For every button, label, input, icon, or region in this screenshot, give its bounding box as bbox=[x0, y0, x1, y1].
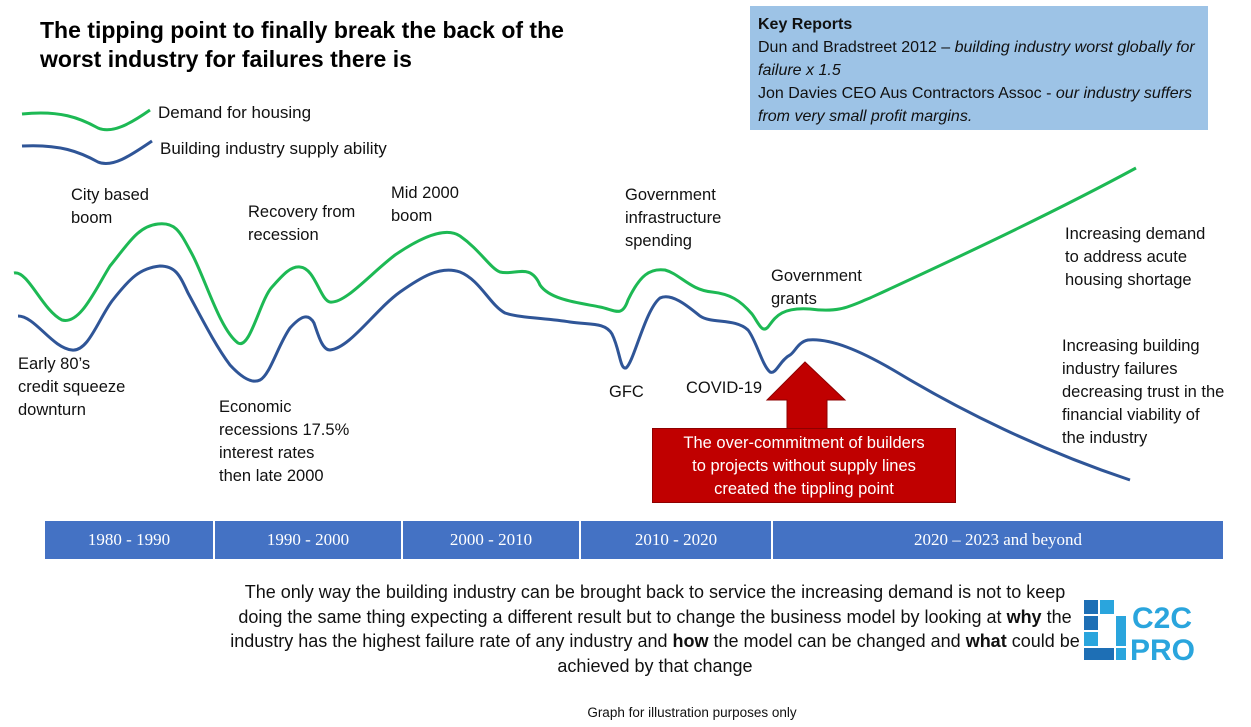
label-line: infrastructure bbox=[625, 209, 722, 227]
label-mid-2000-boom: Mid 2000 boom bbox=[391, 182, 459, 228]
logo-text-c2c: C2C bbox=[1132, 602, 1192, 635]
callout-line: to projects without supply lines bbox=[692, 457, 916, 475]
callout-line: created the tippling point bbox=[714, 480, 894, 498]
timeline-segment-2000s: 2000 - 2010 bbox=[403, 521, 581, 559]
timeline-segment-2010s: 2010 - 2020 bbox=[581, 521, 773, 559]
conclusion-text: the model can be changed and bbox=[708, 631, 966, 651]
label-line: downturn bbox=[18, 401, 86, 419]
label-line: then late 2000 bbox=[219, 467, 324, 485]
label-line: Increasing demand bbox=[1065, 225, 1206, 243]
callout-line: The over-commitment of builders bbox=[683, 434, 925, 452]
label-line: Recovery from bbox=[248, 203, 356, 221]
label-early-80s: Early 80’s credit squeeze downturn bbox=[18, 353, 125, 422]
c2c-pro-logo: C2C PRO bbox=[1084, 600, 1195, 662]
conclusion-text: the industry has the highest failure rat… bbox=[230, 606, 1072, 652]
label-gfc: GFC bbox=[609, 383, 644, 401]
label-line: housing shortage bbox=[1065, 271, 1192, 289]
label-line: Early 80’s bbox=[18, 355, 91, 373]
key-report-2-source: Jon Davies CEO Aus Contractors Assoc - bbox=[758, 85, 1056, 102]
key-report-1-source: Dun and Bradstreet 2012 – bbox=[758, 39, 955, 56]
label-line: boom bbox=[71, 209, 113, 227]
label-covid: COVID-19 bbox=[686, 379, 763, 397]
label-recovery: Recovery from recession bbox=[248, 201, 355, 247]
label-gov-grants: Government grants bbox=[771, 265, 862, 311]
label-line: to address acute bbox=[1065, 248, 1187, 266]
timeline-bar: 1980 - 1990 1990 - 2000 2000 - 2010 2010… bbox=[45, 521, 1223, 559]
label-economic-recessions: Economic recessions 17.5% interest rates… bbox=[219, 396, 349, 488]
supply-curve bbox=[17, 264, 1131, 482]
key-reports-box: Key Reports Dun and Bradstreet 2012 – bu… bbox=[750, 6, 1208, 130]
key-report-2: Jon Davies CEO Aus Contractors Assoc - o… bbox=[758, 82, 1200, 128]
key-report-1: Dun and Bradstreet 2012 – building indus… bbox=[758, 36, 1200, 82]
legend-supply-line bbox=[21, 139, 153, 165]
conclusion-paragraph: The only way the building industry can b… bbox=[230, 580, 1080, 678]
logo-square bbox=[1116, 616, 1126, 646]
emphasis-what: what bbox=[965, 631, 1007, 651]
logo-square bbox=[1116, 648, 1126, 660]
label-gov-infrastructure: Government infrastructure spending bbox=[625, 184, 721, 253]
legend-supply-label: Building industry supply ability bbox=[160, 139, 387, 158]
label-line: spending bbox=[625, 232, 692, 250]
label-line: recession bbox=[248, 226, 319, 244]
disclaimer: Graph for illustration purposes only bbox=[587, 705, 797, 720]
emphasis-how: how bbox=[672, 631, 709, 651]
label-increasing-failures: Increasing building industry failures de… bbox=[1062, 335, 1224, 450]
emphasis-why: why bbox=[1006, 606, 1042, 627]
logo-square bbox=[1084, 600, 1098, 614]
label-line: financial viability of bbox=[1062, 406, 1200, 424]
label-line: Government bbox=[771, 267, 862, 285]
logo-square bbox=[1084, 616, 1098, 630]
key-report-2-quote: our industry suffers from very small pro… bbox=[758, 85, 1192, 125]
logo-square bbox=[1084, 632, 1098, 646]
label-line: credit squeeze bbox=[18, 378, 126, 396]
tipping-point-callout: The over-commitment of builders to proje… bbox=[652, 428, 956, 503]
legend-demand-label: Demand for housing bbox=[158, 103, 312, 122]
label-line: Increasing building bbox=[1062, 337, 1200, 355]
label-line: interest rates bbox=[219, 444, 315, 462]
label-line: Mid 2000 bbox=[391, 184, 459, 202]
label-line: industry failures bbox=[1062, 360, 1178, 378]
logo-square bbox=[1084, 648, 1114, 660]
label-line: Government bbox=[625, 186, 716, 204]
label-line: Economic bbox=[219, 398, 292, 416]
callout-arrow-icon bbox=[765, 361, 847, 431]
label-line: the industry bbox=[1062, 429, 1148, 447]
demand-curve bbox=[13, 166, 1137, 345]
label-line: recessions 17.5% bbox=[219, 421, 350, 439]
timeline-segment-1980s: 1980 - 1990 bbox=[45, 521, 215, 559]
timeline-segment-1990s: 1990 - 2000 bbox=[215, 521, 403, 559]
label-line: City based bbox=[71, 186, 149, 204]
label-city-boom: City based boom bbox=[71, 184, 149, 230]
page-title: The tipping point to finally break the b… bbox=[40, 17, 564, 72]
label-increasing-demand: Increasing demand to address acute housi… bbox=[1065, 223, 1205, 292]
key-reports-heading: Key Reports bbox=[758, 16, 853, 33]
label-line: decreasing trust in the bbox=[1062, 383, 1225, 401]
label-line: boom bbox=[391, 207, 433, 225]
label-line: grants bbox=[771, 290, 817, 308]
conclusion-text: The only way the building industry can b… bbox=[238, 582, 1066, 627]
timeline-segment-2020s: 2020 – 2023 and beyond bbox=[913, 530, 1083, 549]
conclusion-text: could be achieved by that change bbox=[557, 631, 1080, 676]
key-report-1-quote: building industry worst globally for fai… bbox=[758, 39, 1195, 79]
logo-text-pro: PRO bbox=[1130, 634, 1195, 662]
logo-square bbox=[1100, 600, 1114, 614]
legend-demand-line bbox=[21, 108, 151, 132]
